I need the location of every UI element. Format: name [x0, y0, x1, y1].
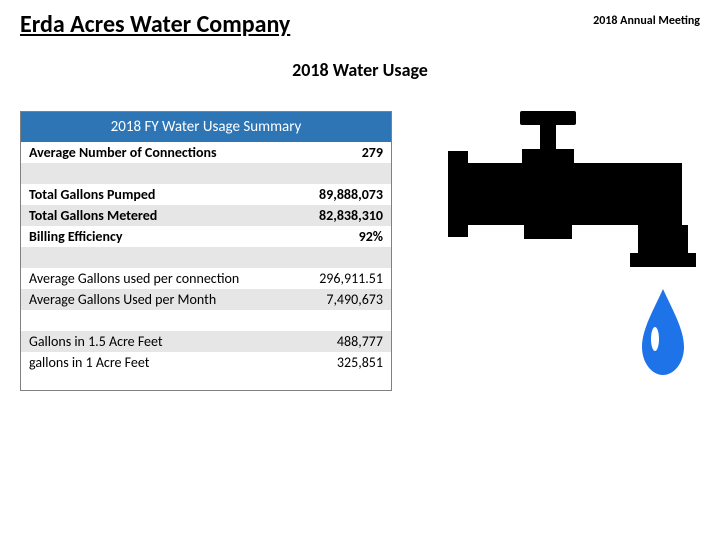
- usage-table-wrapper: 2018 FY Water Usage Summary Average Numb…: [20, 111, 392, 391]
- content-area: 2018 FY Water Usage Summary Average Numb…: [0, 111, 720, 391]
- table-row: Total Gallons Pumped89,888,073: [21, 184, 391, 205]
- row-label: Total Gallons Pumped: [21, 184, 294, 205]
- row-value: 89,888,073: [294, 184, 391, 205]
- row-value: 325,851: [294, 352, 391, 373]
- row-label: [21, 247, 294, 268]
- row-value: 92%: [294, 226, 391, 247]
- row-label: Average Gallons Used per Month: [21, 289, 294, 310]
- table-body: Average Number of Connections279 Total G…: [21, 142, 391, 373]
- row-label: Billing Efficiency: [21, 226, 294, 247]
- table-row: [21, 247, 391, 268]
- meeting-label: 2018 Annual Meeting: [593, 14, 700, 28]
- row-label: gallons in 1 Acre Feet: [21, 352, 294, 373]
- table-row: Average Gallons used per connection296,9…: [21, 268, 391, 289]
- row-label: Total Gallons Metered: [21, 205, 294, 226]
- table-row: gallons in 1 Acre Feet325,851: [21, 352, 391, 373]
- table-row: Total Gallons Metered82,838,310: [21, 205, 391, 226]
- faucet-icon: [432, 111, 712, 391]
- row-value: [294, 163, 391, 184]
- row-label: Average Gallons used per connection: [21, 268, 294, 289]
- table-row: Billing Efficiency92%: [21, 226, 391, 247]
- table-title: 2018 FY Water Usage Summary: [21, 112, 391, 142]
- row-value: 82,838,310: [294, 205, 391, 226]
- table-row: [21, 163, 391, 184]
- row-value: 296,911.51: [294, 268, 391, 289]
- usage-table: 2018 FY Water Usage Summary Average Numb…: [21, 112, 391, 373]
- row-value: [294, 310, 391, 331]
- table-row: Gallons in 1.5 Acre Feet488,777: [21, 331, 391, 352]
- table-row: Average Number of Connections279: [21, 142, 391, 163]
- row-value: 488,777: [294, 331, 391, 352]
- table-row: [21, 310, 391, 331]
- header: Erda Acres Water Company 2018 Annual Mee…: [0, 0, 720, 39]
- row-label: Average Number of Connections: [21, 142, 294, 163]
- row-value: 279: [294, 142, 391, 163]
- table-row: Average Gallons Used per Month7,490,673: [21, 289, 391, 310]
- faucet-graphic: [432, 111, 712, 391]
- row-label: Gallons in 1.5 Acre Feet: [21, 331, 294, 352]
- row-label: [21, 163, 294, 184]
- row-value: [294, 247, 391, 268]
- company-title: Erda Acres Water Company: [20, 10, 290, 39]
- page-subtitle: 2018 Water Usage: [0, 59, 720, 81]
- row-value: 7,490,673: [294, 289, 391, 310]
- row-label: [21, 310, 294, 331]
